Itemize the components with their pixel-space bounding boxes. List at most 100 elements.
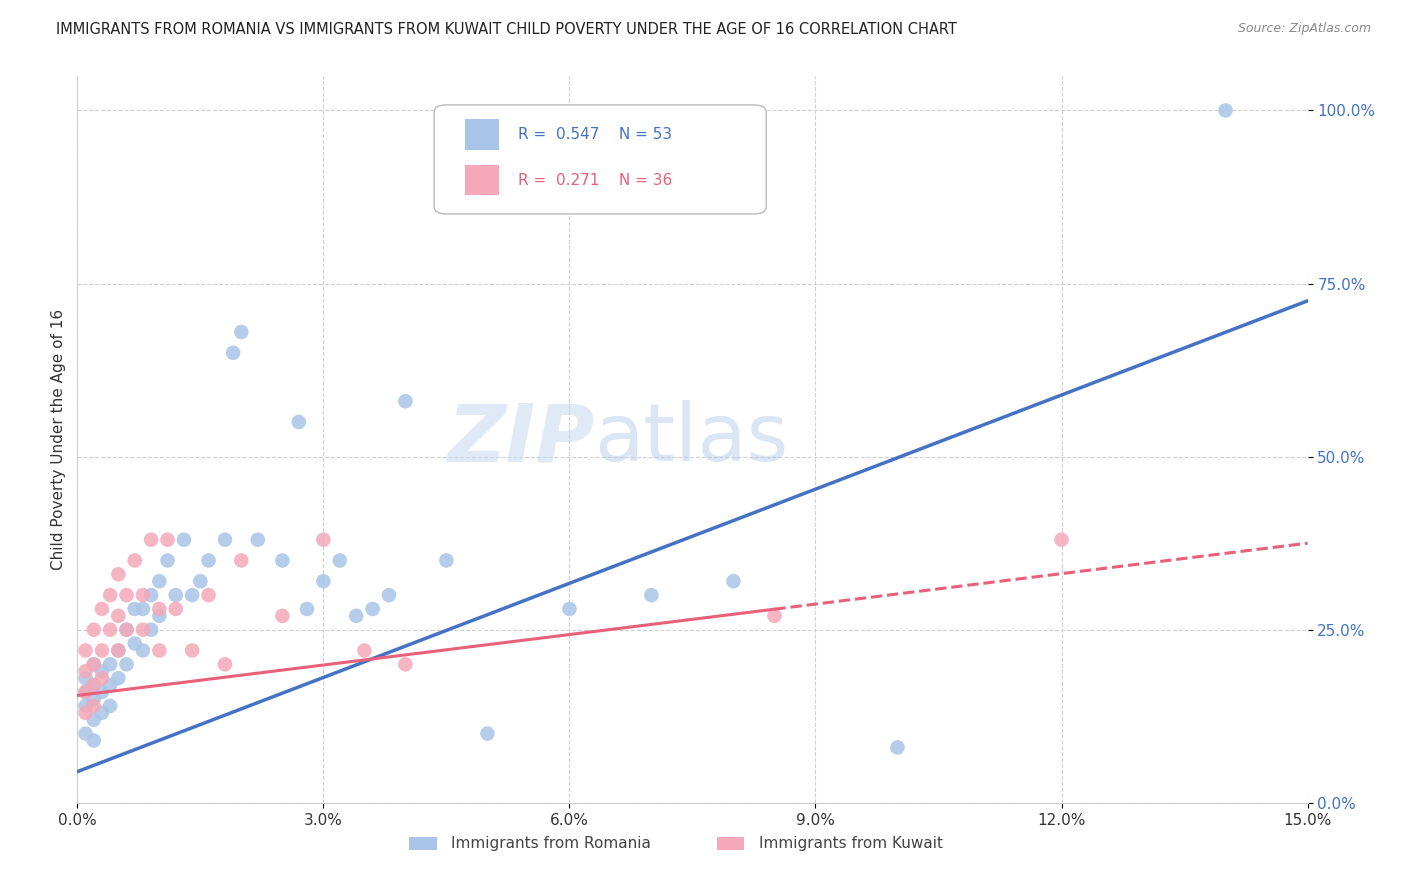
Point: [107, 608, 129, 623]
Point: [181, 588, 204, 602]
Text: ZIP: ZIP: [447, 401, 595, 478]
Point: [98, 657, 121, 672]
Point: [98, 588, 121, 602]
Point: [90, 685, 114, 699]
Point: [115, 623, 138, 637]
Point: [83, 623, 105, 637]
Point: [90, 665, 114, 679]
Text: R =  0.271    N = 36: R = 0.271 N = 36: [517, 172, 672, 187]
Point: [329, 553, 352, 567]
Point: [124, 636, 146, 650]
Point: [90, 671, 114, 685]
Point: [181, 643, 204, 657]
Point: [231, 325, 253, 339]
Point: [353, 643, 375, 657]
Point: [83, 657, 105, 672]
Point: [107, 643, 129, 657]
Point: [436, 553, 458, 567]
Text: Immigrants from Kuwait: Immigrants from Kuwait: [759, 836, 943, 851]
Point: [141, 588, 163, 602]
Point: [214, 533, 236, 547]
Point: [231, 553, 253, 567]
Point: [75, 698, 97, 713]
Point: [558, 602, 581, 616]
Point: [75, 671, 97, 685]
Point: [90, 706, 114, 720]
Point: [148, 602, 170, 616]
Point: [156, 553, 179, 567]
Point: [271, 553, 294, 567]
Point: [115, 588, 138, 602]
Point: [156, 533, 179, 547]
Point: [197, 553, 219, 567]
Point: [75, 726, 97, 740]
Point: [141, 533, 163, 547]
Point: [165, 602, 187, 616]
Point: [132, 623, 155, 637]
Bar: [465, 165, 499, 195]
Point: [107, 671, 129, 685]
Point: [107, 567, 129, 582]
Point: [132, 602, 155, 616]
Point: [75, 706, 97, 720]
Point: [148, 574, 170, 589]
Point: [222, 345, 245, 359]
Point: [763, 608, 786, 623]
Point: [83, 678, 105, 692]
Point: [214, 657, 236, 672]
Bar: [717, 837, 744, 850]
Point: [124, 602, 146, 616]
Point: [394, 394, 416, 409]
Point: [75, 685, 97, 699]
Point: [83, 698, 105, 713]
Point: [165, 588, 187, 602]
Point: [83, 692, 105, 706]
Point: [115, 657, 138, 672]
Point: [295, 602, 318, 616]
Point: [132, 588, 155, 602]
Point: [75, 685, 97, 699]
Point: [115, 623, 138, 637]
Y-axis label: Child Poverty Under the Age of 16: Child Poverty Under the Age of 16: [51, 309, 66, 570]
Bar: [465, 120, 499, 150]
Point: [173, 533, 195, 547]
Text: R =  0.547    N = 53: R = 0.547 N = 53: [517, 128, 672, 142]
Point: [75, 643, 97, 657]
Point: [288, 415, 311, 429]
Text: atlas: atlas: [595, 401, 789, 478]
Point: [477, 726, 499, 740]
Point: [83, 657, 105, 672]
FancyBboxPatch shape: [434, 105, 766, 214]
Point: [132, 643, 155, 657]
Bar: [409, 837, 437, 850]
Point: [271, 608, 294, 623]
Point: [886, 740, 908, 755]
Point: [75, 665, 97, 679]
Point: [361, 602, 384, 616]
Point: [344, 608, 367, 623]
Point: [90, 602, 114, 616]
Point: [141, 623, 163, 637]
Text: Source: ZipAtlas.com: Source: ZipAtlas.com: [1237, 22, 1371, 36]
Point: [246, 533, 269, 547]
Point: [107, 643, 129, 657]
Point: [1050, 533, 1073, 547]
Point: [98, 678, 121, 692]
Point: [148, 608, 170, 623]
Point: [98, 698, 121, 713]
Point: [378, 588, 401, 602]
Point: [83, 733, 105, 747]
Text: Immigrants from Romania: Immigrants from Romania: [451, 836, 651, 851]
Point: [124, 553, 146, 567]
Point: [312, 533, 335, 547]
Point: [1215, 103, 1237, 118]
Point: [188, 574, 212, 589]
Text: IMMIGRANTS FROM ROMANIA VS IMMIGRANTS FROM KUWAIT CHILD POVERTY UNDER THE AGE OF: IMMIGRANTS FROM ROMANIA VS IMMIGRANTS FR…: [56, 22, 957, 37]
Point: [90, 643, 114, 657]
Point: [723, 574, 745, 589]
Point: [394, 657, 416, 672]
Point: [640, 588, 662, 602]
Point: [148, 643, 170, 657]
Point: [197, 588, 219, 602]
Point: [98, 623, 121, 637]
